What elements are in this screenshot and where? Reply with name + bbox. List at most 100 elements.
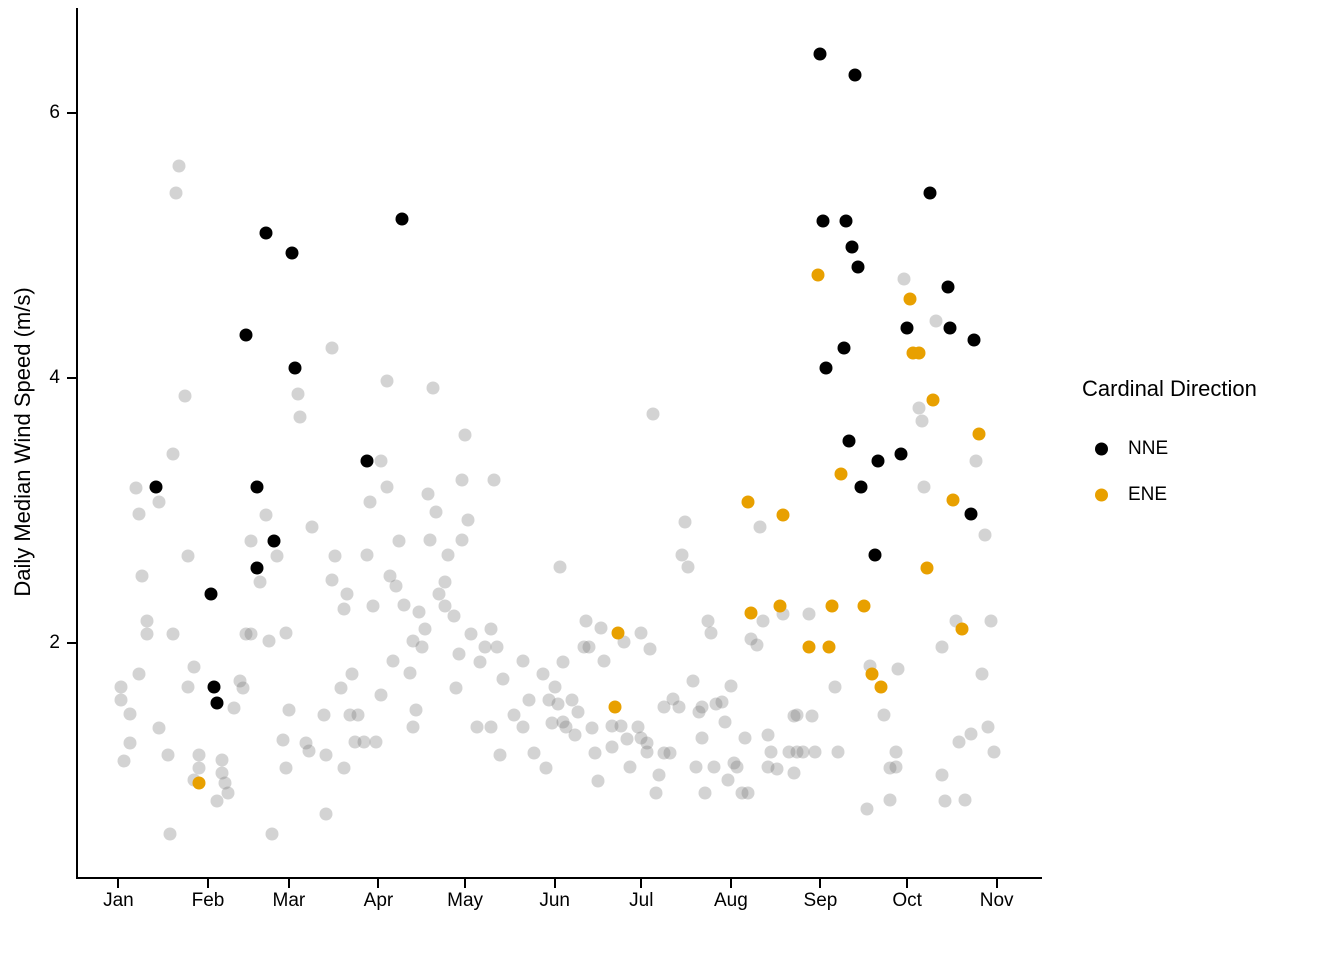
data-point-other: [614, 719, 628, 733]
data-point-other: [735, 786, 749, 800]
data-point-other: [698, 786, 712, 800]
data-point-nne: [819, 361, 833, 375]
data-point-other: [380, 374, 394, 388]
data-point-other: [178, 389, 192, 403]
data-point-ene: [741, 495, 755, 509]
x-tick-label: Aug: [713, 890, 748, 911]
data-point-other: [556, 655, 570, 669]
data-point-other: [978, 528, 992, 542]
data-point-other: [889, 745, 903, 759]
data-point-other: [340, 587, 354, 601]
data-point-ene: [608, 700, 622, 714]
x-tick: [207, 879, 209, 888]
data-point-nne: [848, 68, 862, 82]
data-point-ene: [192, 776, 206, 790]
data-point-other: [516, 654, 530, 668]
data-point-other: [161, 748, 175, 762]
x-tick: [995, 879, 998, 888]
data-point-other: [565, 693, 579, 707]
data-point-other: [891, 662, 905, 676]
data-point-other: [493, 748, 507, 762]
nne-legend-dot-icon: [1095, 442, 1108, 456]
legend-title: Cardinal Direction: [1082, 376, 1257, 401]
data-point-other: [484, 622, 498, 636]
data-point-other: [597, 654, 611, 668]
x-tick-label: Oct: [892, 890, 922, 911]
data-point-ene: [822, 640, 836, 654]
data-point-other: [259, 508, 273, 522]
data-point-other: [704, 626, 718, 640]
data-point-other: [447, 609, 461, 623]
data-point-other: [935, 768, 949, 782]
data-point-other: [282, 703, 296, 717]
data-point-other: [348, 735, 362, 748]
data-point-other: [675, 548, 689, 562]
data-point-other: [958, 793, 972, 807]
data-point-other: [701, 614, 715, 628]
data-point-other: [464, 627, 478, 641]
data-point-other: [631, 720, 645, 734]
data-point-ene: [920, 561, 934, 575]
data-point-other: [496, 672, 510, 686]
data-point-other: [588, 746, 602, 760]
data-point-other: [790, 745, 804, 759]
data-point-other: [299, 736, 313, 750]
data-point-other: [291, 387, 305, 401]
data-point-other: [715, 695, 729, 709]
data-point-other: [539, 761, 553, 775]
data-point-other: [877, 708, 891, 722]
data-point-other: [473, 655, 487, 669]
data-point-other: [117, 754, 131, 768]
data-point-other: [305, 520, 319, 534]
data-point-other: [319, 748, 333, 762]
data-point-other: [681, 560, 695, 574]
x-tick: [640, 879, 643, 888]
data-point-nne: [149, 480, 163, 494]
data-point-other: [585, 721, 599, 735]
data-point-other: [360, 548, 374, 562]
data-point-other: [279, 626, 293, 640]
data-point-other: [380, 480, 394, 494]
data-point-other: [343, 708, 357, 722]
x-tick: [729, 879, 732, 888]
y-tick: [67, 377, 76, 380]
data-point-other: [114, 693, 128, 707]
data-point-other: [328, 549, 342, 563]
y-tick-label: 4: [49, 367, 60, 389]
x-tick: [819, 879, 822, 888]
data-point-other: [553, 560, 567, 574]
data-point-other: [782, 745, 796, 759]
data-point-other: [163, 827, 177, 841]
data-point-other: [634, 731, 648, 745]
data-point-other: [695, 731, 709, 745]
data-point-other: [317, 708, 331, 722]
x-tick-label: Feb: [191, 890, 225, 911]
data-point-nne: [210, 696, 224, 710]
data-point-other: [423, 533, 437, 547]
x-tick-label: Jan: [103, 890, 134, 911]
data-point-other: [236, 681, 250, 695]
data-point-ene: [874, 680, 888, 694]
data-point-other: [406, 720, 420, 734]
data-point-nne: [868, 548, 882, 562]
data-point-other: [657, 746, 671, 760]
data-point-other: [123, 736, 137, 750]
data-point-ene: [776, 508, 790, 522]
data-point-other: [418, 622, 432, 636]
data-point-nne: [250, 480, 264, 494]
data-point-nne: [851, 260, 865, 274]
data-point-nne: [204, 587, 218, 601]
data-point-other: [605, 719, 619, 733]
data-point-other: [649, 786, 663, 800]
data-point-other: [429, 505, 443, 519]
data-point-other: [166, 627, 180, 641]
data-point-other: [912, 401, 926, 415]
data-point-other: [727, 756, 741, 770]
data-point-other: [640, 736, 654, 750]
legend-label-ene: ENE: [1128, 484, 1168, 505]
data-point-other: [657, 700, 671, 714]
data-point-other: [860, 802, 874, 816]
x-tick-label: Jun: [539, 890, 570, 911]
data-point-other: [210, 794, 224, 808]
legend-label-nne: NNE: [1128, 438, 1169, 459]
